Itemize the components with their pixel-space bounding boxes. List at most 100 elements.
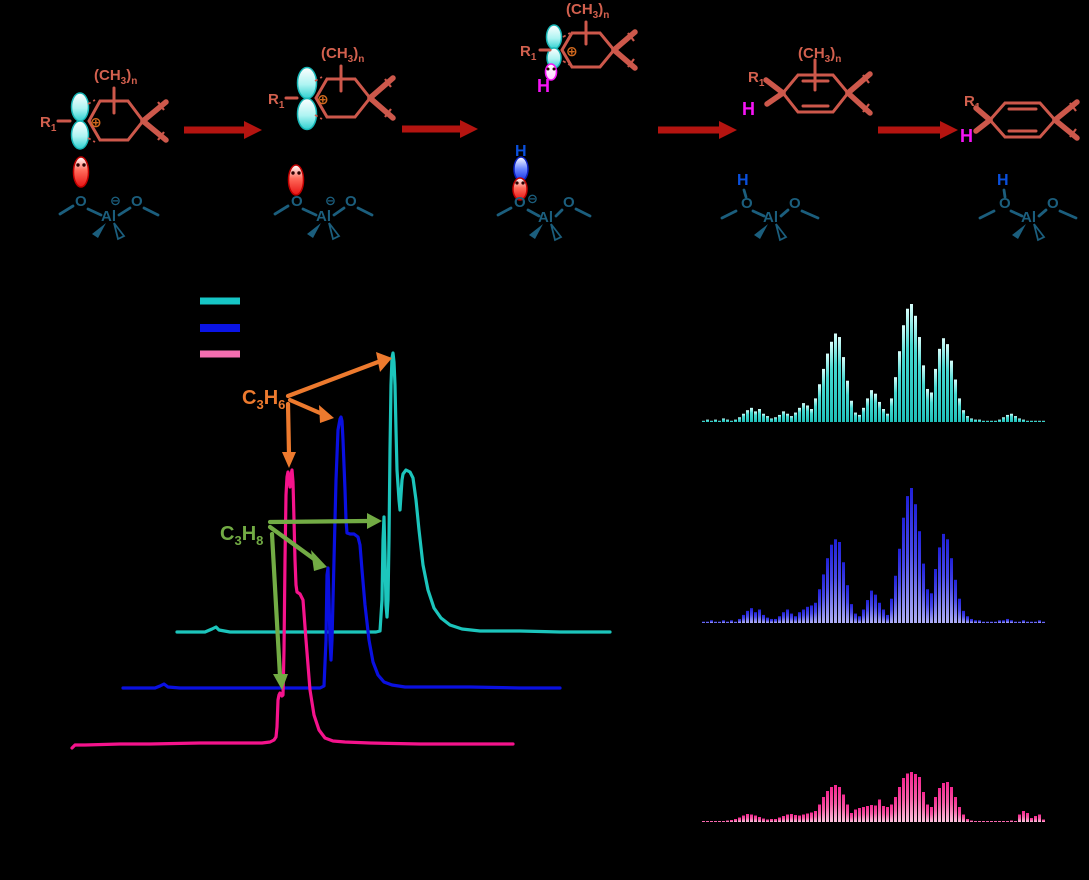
spectrum-bar bbox=[770, 618, 773, 623]
spectrum-bar bbox=[890, 398, 893, 422]
spectrum-bar bbox=[914, 315, 917, 422]
spectrum-bar bbox=[1014, 821, 1017, 822]
spectrum-bar bbox=[878, 401, 881, 422]
spectrum-bar bbox=[786, 814, 789, 822]
spectrum-bar bbox=[854, 809, 857, 822]
bond bbox=[554, 208, 564, 218]
spectrum-bar bbox=[990, 420, 993, 422]
wedge-bond bbox=[328, 222, 341, 241]
spectrum-bar bbox=[966, 819, 969, 822]
spectrum-bar bbox=[942, 783, 945, 822]
spectrum-bar bbox=[762, 614, 765, 623]
spectrum-bar bbox=[882, 806, 885, 822]
spectrum-bar bbox=[898, 351, 901, 422]
spectrum-bar bbox=[1018, 814, 1021, 822]
spectrum-bar bbox=[930, 593, 933, 623]
spectrum-bar bbox=[738, 417, 741, 422]
spectrum-bar bbox=[870, 390, 873, 422]
spectrum-bar bbox=[766, 416, 769, 422]
spectrum-bar bbox=[842, 357, 845, 422]
spectrum-bar bbox=[1002, 417, 1005, 422]
spectrum-bar bbox=[758, 609, 761, 623]
spectrum-bar bbox=[810, 409, 813, 422]
spectrum-bar bbox=[834, 539, 837, 623]
spectrum-bar bbox=[818, 804, 821, 822]
spectrum-bar bbox=[902, 517, 905, 623]
bond bbox=[301, 207, 318, 217]
spectrum-bar bbox=[746, 610, 749, 623]
al-label: Al bbox=[763, 209, 778, 226]
spectrum-bar bbox=[946, 782, 949, 822]
arrow-head-icon bbox=[311, 550, 327, 571]
spectrum-bar bbox=[718, 821, 721, 822]
gc-trace-blue bbox=[121, 415, 562, 690]
spectrum-bar bbox=[818, 589, 821, 623]
spectrum-bar bbox=[970, 418, 973, 422]
stage-5-product: R1 H H O Al O bbox=[960, 93, 1080, 242]
spectrum-bar bbox=[806, 405, 809, 422]
spectrum-bar bbox=[894, 377, 897, 422]
methyl-tick bbox=[862, 103, 870, 113]
spectrum-bar bbox=[942, 533, 945, 623]
spectrum-bar bbox=[914, 774, 917, 822]
spectrum-bar bbox=[702, 420, 705, 422]
spectrum-bar bbox=[958, 807, 961, 822]
spectrum-bar bbox=[986, 621, 989, 623]
methyl-tick bbox=[627, 58, 635, 68]
spectrum-bar bbox=[718, 621, 721, 623]
spectrum-bar bbox=[1018, 418, 1021, 422]
partial-bond bbox=[562, 60, 571, 66]
spectrum-bar bbox=[998, 821, 1001, 822]
spectrum-bar bbox=[870, 805, 873, 822]
spectrum-bar bbox=[754, 612, 757, 623]
spectrum-bar bbox=[754, 411, 757, 422]
spectrum-bar bbox=[818, 384, 821, 422]
spectrum-bar bbox=[1042, 420, 1045, 422]
o-label: O bbox=[999, 195, 1011, 212]
spectrum-bar bbox=[854, 613, 857, 623]
spectrum-bar bbox=[886, 413, 889, 422]
bond bbox=[356, 206, 374, 217]
spectrum-bar bbox=[890, 804, 893, 822]
spectrum-bar bbox=[934, 368, 937, 422]
spectrum-bar bbox=[994, 621, 997, 623]
spectrum-bar bbox=[782, 411, 785, 422]
spectrum-bar bbox=[822, 368, 825, 422]
o-label: O bbox=[741, 195, 753, 212]
r1-label: R1 bbox=[268, 91, 285, 111]
spectrum-bar bbox=[762, 413, 765, 422]
spectrum-bar bbox=[858, 808, 861, 822]
p-orbital-icon bbox=[545, 24, 563, 50]
o-label: O bbox=[75, 193, 87, 210]
al-label: Al bbox=[316, 208, 331, 225]
wedge-bond bbox=[113, 222, 126, 241]
spectrum-bar bbox=[746, 814, 749, 822]
spectrum-bar bbox=[758, 409, 761, 422]
spectrum-bar bbox=[830, 787, 833, 822]
product-spectra bbox=[702, 304, 1045, 822]
spectrum-bar bbox=[798, 815, 801, 822]
spectrum-bar bbox=[762, 818, 765, 822]
wedge-bond bbox=[307, 223, 321, 238]
stage-4-diene: R1 H (CH3)n H O Al O bbox=[720, 45, 873, 242]
oxygen-lone-pair-orbital-icon bbox=[287, 164, 305, 196]
methyl-tick bbox=[1069, 102, 1077, 112]
arrow-shaft bbox=[267, 524, 317, 562]
bond bbox=[273, 204, 290, 216]
spectrum-bar bbox=[778, 414, 781, 422]
spectrum-bar bbox=[862, 807, 865, 822]
spectrum-bar bbox=[1038, 814, 1041, 822]
spectrum-bar bbox=[858, 414, 861, 422]
spectrum-bar bbox=[710, 420, 713, 422]
reaction-arrow bbox=[402, 120, 478, 138]
partial-bond bbox=[87, 99, 96, 105]
gem-dimethyl-wedge bbox=[140, 99, 169, 124]
methyl-tick bbox=[384, 108, 392, 118]
bond bbox=[751, 209, 766, 218]
mechanism-scheme: R1 (CH3)n ⊕ O ⊖ Al O R1 bbox=[40, 1, 1080, 242]
spectrum-bar bbox=[706, 419, 709, 422]
wedge-bond bbox=[764, 90, 786, 107]
spectrum-bar bbox=[706, 621, 709, 623]
spectrum-bar bbox=[738, 817, 741, 822]
